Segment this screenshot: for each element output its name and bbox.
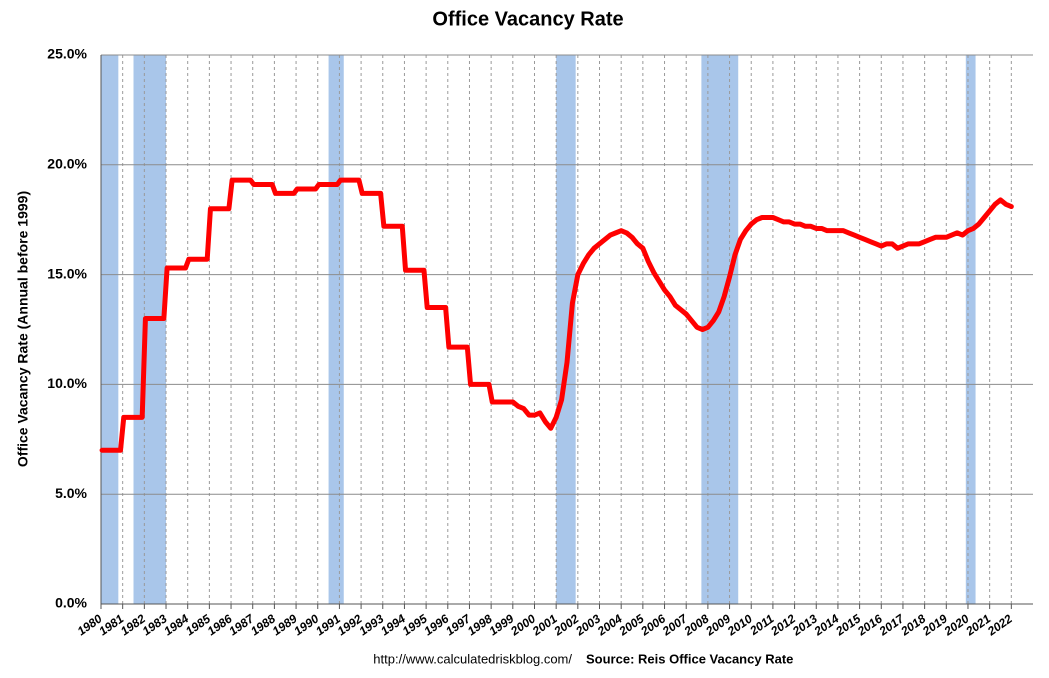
y-tick-label: 20.0% xyxy=(47,156,87,172)
y-tick-label: 5.0% xyxy=(55,485,87,501)
recession-band xyxy=(328,55,344,604)
y-axis-label: Office Vacancy Rate (Annual before 1999) xyxy=(15,191,31,467)
footer-url: http://www.calculatedriskblog.com/ xyxy=(373,651,572,666)
y-tick-label: 15.0% xyxy=(47,265,87,281)
chart-title: Office Vacancy Rate xyxy=(432,8,623,30)
vacancy-line xyxy=(99,177,1014,453)
recession-band xyxy=(556,55,576,604)
x-tick-label: 2022 xyxy=(984,611,1015,639)
y-tick-label: 10.0% xyxy=(47,375,87,391)
recession-band xyxy=(133,55,167,604)
y-tick-label: 25.0% xyxy=(47,46,87,62)
y-tick-label: 0.0% xyxy=(55,595,87,611)
recession-band xyxy=(965,55,976,604)
recession-band xyxy=(101,55,119,604)
footer-source: Source: Reis Office Vacancy Rate xyxy=(586,651,793,666)
